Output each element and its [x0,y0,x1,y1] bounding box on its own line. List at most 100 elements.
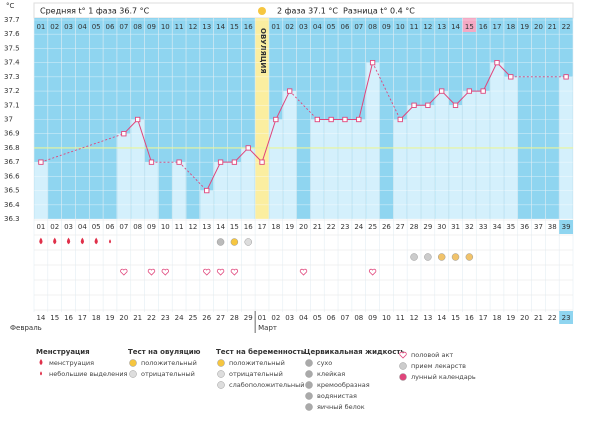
phase-day-label: 12 [188,23,197,31]
date-label: 08 [354,314,363,322]
cycle-day-label: 14 [216,223,225,231]
menstruation-icon [66,237,71,245]
date-label: 07 [341,314,350,322]
temperature-marker [439,88,445,94]
legend-item: клейкая [317,370,345,378]
date-label: 14 [437,314,446,322]
phase-day-label: 22 [562,23,571,31]
legend-icon [39,371,43,376]
date-label: 05 [313,314,322,322]
cycle-day-label: 11 [175,223,184,231]
phase-day-label: 05 [327,23,336,31]
cycle-day-label: 12 [188,223,197,231]
cycle-day-label: 33 [479,223,488,231]
date-label: 28 [230,314,239,322]
date-label: 11 [396,314,405,322]
gap-connector [289,90,318,120]
y-tick-label: 36.7 [4,158,20,166]
legend-icon [399,362,407,370]
phase-day-label: 12 [423,23,432,31]
date-label: 21 [133,314,142,322]
date-label: 02 [271,314,280,322]
date-label: 27 [216,314,225,322]
y-tick-label: 37.6 [4,30,20,38]
date-label: 17 [78,314,87,322]
temperature-bar [269,119,283,219]
temperature-marker [356,116,362,123]
phase-day-label: 02 [285,23,294,31]
temperature-marker [273,116,279,123]
legend-item: небольшие выделения [49,370,128,378]
phase-day-label: 15 [465,23,474,31]
legend-icon [305,370,313,378]
date-label: 23 [562,314,571,322]
temperature-bar [490,62,504,220]
temperature-marker [369,59,376,66]
menstruation-icon [94,237,98,245]
date-label: 18 [92,314,101,322]
legend-item: менструация [49,359,94,367]
phase-day-label: 06 [106,23,115,31]
menstruation-icon [53,237,57,245]
legend-icon [399,351,407,359]
temperature-marker [397,116,403,123]
pregnancy-test-icon [437,253,446,261]
temperature-marker [508,74,514,80]
temperature-bar [131,119,145,219]
temperature-bar [241,147,255,219]
cycle-day-label: 03 [64,223,73,231]
phase-day-label: 01 [271,23,280,31]
cycle-day-label: 09 [147,223,156,231]
highlight-date [559,311,573,324]
date-label: 20 [119,314,128,322]
gap-connector [178,161,208,191]
phase-day-label: 18 [506,23,515,31]
cycle-day-label: 35 [506,223,515,231]
cycle-day-label: 20 [299,223,308,231]
phase-day-label: 15 [230,23,239,31]
gap-connector [372,62,401,120]
temperature-marker [176,159,182,165]
date-label: 16 [465,314,474,322]
temperature-marker [328,116,334,123]
cycle-day-label: 18 [271,223,280,231]
menstruation-icon [80,237,85,245]
legend-icon [217,359,225,367]
phase-day-label: 20 [534,23,543,31]
temperature-marker [204,187,210,194]
cycle-day-label: 19 [285,223,294,231]
y-tick-label: 36.8 [4,144,20,152]
legend-icon [217,381,225,389]
y-tick-label: 36.3 [4,215,20,223]
temperature-bar [338,119,352,219]
y-tick-label: 36.4 [4,201,20,209]
cycle-day-label: 02 [50,223,59,231]
temperature-marker [466,88,472,94]
phase-day-label: 06 [341,23,350,31]
date-label: 22 [548,314,557,322]
difference: Разница t° 0.4 °C [343,7,415,16]
intercourse-icon [216,268,225,276]
menstruation-icon [39,237,43,245]
date-label: 26 [202,314,211,322]
intercourse-icon [368,268,377,276]
cycle-day-label: 39 [562,223,571,231]
pregnancy-test-icon [451,253,460,261]
phase-day-label: 19 [520,23,529,31]
highlight-cell [462,18,477,32]
phase-day-label: 09 [147,23,156,31]
legend-title: Менструация [36,348,90,356]
legend-icon [305,359,313,367]
pregnancy-test-icon [465,253,474,261]
pregnancy-test-icon [410,253,418,261]
phase-day-label: 04 [313,23,322,31]
cycle-day-label: 31 [451,223,460,231]
temperature-marker [425,102,431,108]
phase-day-label: 07 [354,23,363,31]
ovulation-test-icon [216,238,225,246]
legend-item: яичный белок [317,403,365,411]
sun-icon [258,7,266,15]
temperature-marker [342,116,348,123]
phase2-average: 2 фаза 37.1 °C [277,7,338,16]
cycle-day-label: 04 [78,223,87,231]
